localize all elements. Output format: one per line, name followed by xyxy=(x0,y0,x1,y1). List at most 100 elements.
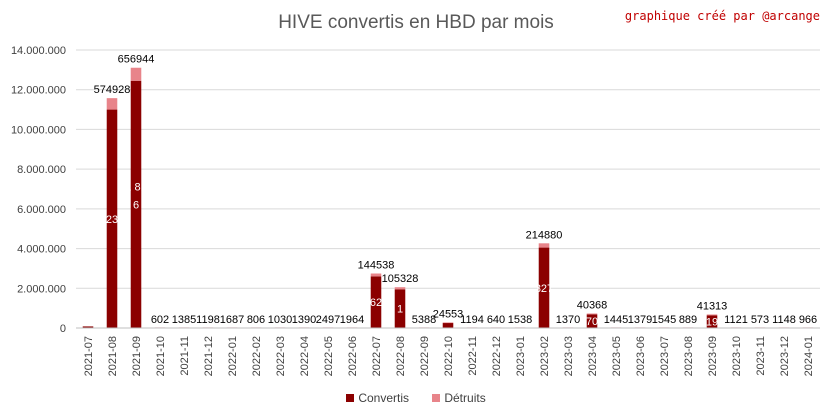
data-label: 573 xyxy=(751,314,769,326)
bar-detruits xyxy=(130,67,142,81)
legend: Convertis Détruits xyxy=(0,391,832,405)
x-tick-label: 2022-04 xyxy=(299,336,311,376)
x-tick-label: 2023-02 xyxy=(539,336,551,376)
x-tick-label: 2021-09 xyxy=(131,336,143,376)
data-label: 2497 xyxy=(316,314,340,326)
x-tick-label: 2022-03 xyxy=(275,336,287,376)
x-tick-label: 2022-09 xyxy=(419,336,431,376)
data-label: 1379 xyxy=(628,314,652,326)
inner-data-label: 70 xyxy=(586,316,598,328)
x-tick-label: 2022-02 xyxy=(251,336,263,376)
data-label: 214880 xyxy=(526,229,563,241)
inner-data-label: 19 xyxy=(706,317,718,329)
x-tick-label: 2022-05 xyxy=(323,336,335,376)
bar-detruits xyxy=(538,243,550,248)
y-tick-label: 14.000.000 xyxy=(11,45,66,57)
x-tick-label: 2022-01 xyxy=(227,336,239,376)
inner-data-label: 6 xyxy=(133,199,139,211)
inner-data-label: 1 81 xyxy=(125,181,146,193)
x-tick-label: 2022-06 xyxy=(347,336,359,376)
data-label: 966 xyxy=(799,314,817,326)
y-tick-label: 12.000.000 xyxy=(11,85,66,97)
bar-detruits xyxy=(586,313,598,315)
data-label: 1687 xyxy=(220,314,244,326)
inner-data-label: 1 xyxy=(397,304,403,316)
bar-convertis xyxy=(538,247,550,328)
x-tick-label: 2023-09 xyxy=(707,336,719,376)
x-tick-label: 2023-12 xyxy=(779,336,791,376)
x-tick-label: 2023-01 xyxy=(515,336,527,376)
data-label: 640 xyxy=(487,314,505,326)
data-label: 1538 xyxy=(508,314,532,326)
data-label: 24553 xyxy=(433,309,464,321)
data-label: 41313 xyxy=(697,300,728,312)
x-tick-label: 2022-11 xyxy=(467,336,479,376)
y-tick-label: 0 xyxy=(60,323,66,335)
data-label: 144538 xyxy=(358,260,395,272)
x-tick-label: 2023-06 xyxy=(635,336,647,376)
bar-convertis xyxy=(586,314,598,328)
x-tick-label: 2021-12 xyxy=(203,336,215,376)
legend-label-convertis: Convertis xyxy=(358,391,409,405)
y-tick-label: 10.000.000 xyxy=(11,124,66,136)
legend-swatch-convertis xyxy=(346,394,355,402)
x-tick-label: 2023-10 xyxy=(731,336,743,376)
legend-item-detruits: Détruits xyxy=(432,391,486,405)
data-label: 1390 xyxy=(292,314,316,326)
data-label: 806 xyxy=(247,314,265,326)
bar-convertis xyxy=(442,323,454,328)
data-label: 1385 xyxy=(172,314,196,326)
chart-title: HIVE convertis en HBD par mois xyxy=(278,12,554,33)
bar-convertis xyxy=(370,276,382,328)
data-label: 1545 xyxy=(652,314,676,326)
bar-convertis xyxy=(106,109,118,328)
bar-convertis xyxy=(82,326,94,328)
x-tick-label: 2021-10 xyxy=(155,336,167,376)
data-label: 602 xyxy=(151,314,169,326)
data-label: 1030 xyxy=(268,314,292,326)
bar-detruits xyxy=(706,314,718,316)
bar-detruits xyxy=(370,273,382,277)
inner-data-label: 62 xyxy=(370,297,382,309)
data-label: 1194 xyxy=(460,314,484,326)
legend-label-detruits: Détruits xyxy=(444,391,486,405)
credit-label: graphique créé par @arcange xyxy=(624,9,820,23)
y-tick-label: 2.000.000 xyxy=(17,283,66,295)
legend-swatch-detruits xyxy=(432,394,441,402)
data-label: 889 xyxy=(679,314,697,326)
legend-item-convertis: Convertis xyxy=(346,391,409,405)
bar-convertis xyxy=(394,289,406,328)
data-label: 656944 xyxy=(118,54,155,66)
inner-data-label: 23 xyxy=(106,214,118,226)
bar-detruits xyxy=(442,322,454,324)
bar-detruits xyxy=(106,98,118,110)
data-label: 1198 xyxy=(196,314,220,326)
data-label: 1370 xyxy=(556,314,580,326)
x-tick-label: 2023-07 xyxy=(659,336,671,376)
x-tick-label: 2023-11 xyxy=(755,336,767,376)
x-tick-label: 2024-01 xyxy=(803,336,815,376)
bar-convertis xyxy=(130,80,142,329)
data-label: 574928 xyxy=(94,84,131,96)
x-tick-label: 2023-03 xyxy=(563,336,575,376)
x-tick-label: 2021-08 xyxy=(107,336,119,376)
x-tick-label: 2021-11 xyxy=(179,336,191,376)
x-tick-label: 2023-05 xyxy=(611,336,623,376)
x-tick-label: 2022-10 xyxy=(443,336,455,376)
bar-detruits xyxy=(394,287,406,290)
data-label: 1148 xyxy=(772,314,796,326)
x-tick-label: 2022-08 xyxy=(395,336,407,376)
y-tick-label: 6.000.000 xyxy=(17,204,66,216)
data-label: 40368 xyxy=(577,299,608,311)
data-label: 1121 xyxy=(724,314,748,326)
inner-data-label: 327 xyxy=(535,283,553,295)
data-label: 5388 xyxy=(412,314,436,326)
y-tick-label: 4.000.000 xyxy=(17,244,66,256)
x-tick-label: 2023-08 xyxy=(683,336,695,376)
bar-convertis xyxy=(706,315,718,328)
x-tick-label: 2021-07 xyxy=(83,336,95,376)
x-tick-label: 2022-12 xyxy=(491,336,503,376)
y-tick-label: 8.000.000 xyxy=(17,164,66,176)
